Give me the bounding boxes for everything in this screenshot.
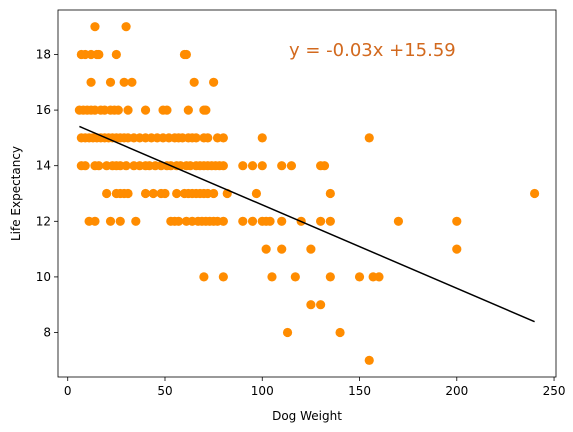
data-point (148, 188, 158, 199)
data-point (265, 216, 275, 226)
data-point (218, 272, 228, 282)
data-point (316, 300, 326, 310)
y-tick-label: 8 (43, 326, 51, 340)
y-tick-label: 14 (36, 159, 51, 173)
y-tick-label: 18 (36, 47, 51, 61)
data-point (123, 188, 133, 199)
x-tick-label: 100 (251, 384, 274, 398)
data-point (111, 49, 121, 60)
data-point (201, 105, 211, 115)
data-point (282, 327, 293, 338)
data-point (90, 216, 100, 226)
data-point (306, 300, 316, 310)
data-point (119, 77, 129, 87)
data-point (115, 216, 125, 226)
data-point (140, 188, 151, 199)
x-tick-label: 250 (543, 384, 566, 398)
data-point (131, 216, 141, 226)
data-point (530, 188, 540, 199)
data-point (306, 244, 316, 254)
data-point (261, 244, 271, 254)
data-point (191, 133, 201, 143)
x-tick-label: 150 (348, 384, 371, 398)
data-point (160, 188, 170, 199)
data-point (277, 161, 287, 171)
data-point (247, 161, 258, 171)
y-tick-label: 12 (36, 214, 51, 228)
data-point (203, 133, 213, 143)
data-point (162, 105, 172, 115)
data-point (316, 216, 326, 226)
data-point (319, 161, 330, 171)
x-tick-label: 50 (157, 384, 172, 398)
data-point (290, 272, 300, 282)
data-point (267, 272, 277, 282)
data-point (257, 133, 267, 143)
points-layer (74, 22, 540, 365)
regression-line (79, 125, 535, 323)
y-tick-label: 16 (36, 103, 51, 117)
data-point (452, 244, 462, 254)
data-point (123, 105, 133, 115)
data-point (105, 216, 116, 226)
data-point (286, 161, 297, 171)
regression-equation: y = -0.03x +15.59 (289, 40, 456, 61)
data-point (374, 272, 384, 282)
plot-frame (57, 9, 557, 378)
data-point (257, 161, 267, 171)
data-point (325, 188, 335, 199)
data-point (325, 216, 335, 226)
data-point (393, 216, 404, 226)
data-point (218, 216, 228, 226)
data-point (86, 77, 96, 87)
data-point (238, 216, 248, 226)
y-axis: 8 10 12 14 16 18 (36, 47, 58, 340)
x-tick-label: 200 (445, 384, 468, 398)
x-axis-label: Dog Weight (272, 409, 342, 423)
data-point (335, 327, 345, 338)
regression-line-layer (79, 125, 535, 323)
data-point (140, 105, 151, 115)
data-point (218, 161, 228, 171)
data-point (102, 188, 112, 199)
x-tick-label: 0 (64, 384, 72, 398)
data-point (199, 272, 209, 282)
data-point (325, 272, 335, 282)
data-point (121, 22, 131, 32)
data-point (277, 244, 287, 254)
data-point (127, 77, 137, 87)
data-point (238, 161, 248, 171)
data-point (277, 216, 287, 226)
data-point (354, 272, 365, 282)
data-point (364, 133, 374, 143)
x-axis: 0 50 100 150 200 250 (64, 377, 566, 398)
data-point (452, 216, 462, 226)
data-point (105, 77, 116, 87)
data-point (80, 161, 90, 171)
data-point (209, 188, 219, 199)
data-point (94, 161, 104, 171)
data-point (183, 105, 193, 115)
data-point (181, 49, 191, 60)
data-point (90, 22, 100, 32)
data-point (121, 161, 131, 171)
data-point (113, 105, 123, 115)
data-point (209, 77, 219, 87)
data-point (251, 188, 262, 199)
data-point (174, 216, 184, 226)
y-tick-label: 10 (36, 270, 51, 284)
data-point (189, 77, 199, 87)
data-point (218, 133, 228, 143)
data-point (94, 49, 104, 60)
data-point (172, 188, 182, 199)
data-point (364, 355, 374, 365)
y-axis-label: Life Expectancy (9, 146, 23, 241)
data-point (247, 216, 258, 226)
